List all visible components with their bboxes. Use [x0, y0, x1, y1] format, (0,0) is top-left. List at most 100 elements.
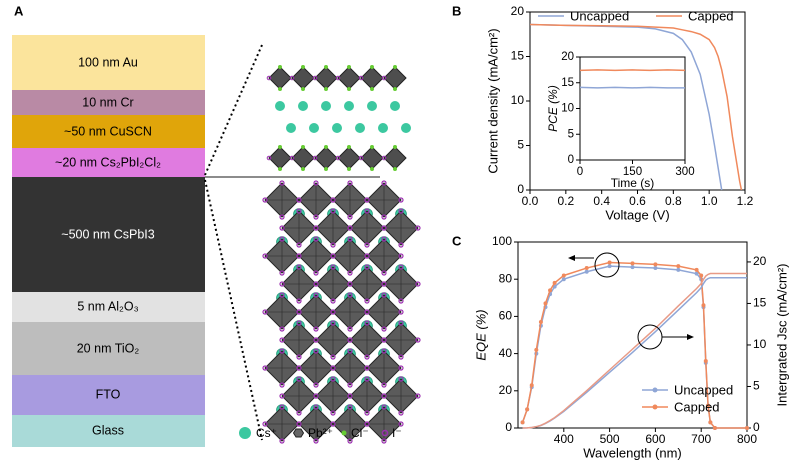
- anion: [266, 75, 272, 81]
- series-line: [529, 23, 743, 191]
- y-tick-label: 15: [561, 77, 574, 89]
- anion: [398, 309, 404, 315]
- x-tick-label: 0.0: [522, 194, 539, 208]
- anion: [313, 337, 319, 343]
- anion: [381, 438, 387, 444]
- anion: [364, 197, 370, 203]
- octahedron: [337, 66, 361, 90]
- data-point: [561, 277, 566, 282]
- anion: [364, 253, 370, 259]
- anion: [324, 87, 328, 91]
- anion: [278, 167, 282, 171]
- data-point: [561, 273, 566, 278]
- data-point: [676, 267, 681, 272]
- anion: [313, 270, 319, 276]
- anion: [364, 365, 370, 371]
- data-point: [548, 288, 553, 293]
- legend-label: Cl⁻: [351, 426, 369, 440]
- data-point: [745, 426, 749, 430]
- anion: [381, 225, 387, 231]
- anion: [313, 225, 319, 231]
- anion: [381, 155, 387, 161]
- anion: [313, 180, 319, 186]
- anion: [347, 225, 353, 231]
- anion: [335, 155, 341, 161]
- legend-label: Pb²⁺: [308, 426, 333, 440]
- y2-axis-label: Intergrated Jsc (mA/cm²): [774, 263, 789, 406]
- anion: [347, 337, 353, 343]
- anion: [398, 320, 404, 326]
- layer-label: 10 nm Cr: [82, 95, 133, 109]
- data-point: [712, 426, 717, 430]
- anion: [324, 65, 328, 69]
- anion: [330, 354, 336, 360]
- x-tick-label: 0.4: [593, 194, 610, 208]
- anion: [364, 376, 370, 382]
- octahedron: [291, 66, 315, 90]
- anion: [398, 197, 404, 203]
- data-point: [525, 407, 530, 412]
- anion: [415, 393, 421, 399]
- legend-symbol: [239, 427, 251, 439]
- y-tick-label: 10: [561, 103, 574, 115]
- layer-label: ~500 nm CsPbI3: [61, 227, 155, 241]
- y-tick-label: 15: [511, 49, 525, 63]
- anion: [296, 298, 302, 304]
- anion: [398, 208, 404, 214]
- data-point: [520, 420, 525, 425]
- octahedron: [268, 146, 292, 170]
- anion: [381, 404, 387, 410]
- anion: [347, 180, 353, 186]
- y-tick-label: 60: [499, 309, 513, 323]
- anion: [370, 167, 374, 171]
- x-tick-label: 500: [600, 432, 620, 446]
- anion: [398, 365, 404, 371]
- anion: [330, 298, 336, 304]
- series-line: [579, 69, 686, 72]
- anion: [279, 180, 285, 186]
- anion: [398, 242, 404, 248]
- anion: [398, 421, 404, 427]
- anion: [398, 376, 404, 382]
- x-axis-label: Voltage (V): [605, 207, 669, 222]
- octahedron: [314, 66, 338, 90]
- legend-label: Cs⁺: [256, 426, 277, 440]
- anion: [364, 242, 370, 248]
- legend-label: Capped: [688, 8, 734, 23]
- anion: [330, 264, 336, 270]
- anion: [364, 264, 370, 270]
- cation: [321, 101, 331, 111]
- anion: [364, 410, 370, 416]
- data-point: [529, 383, 534, 388]
- plot-frame: [517, 241, 748, 429]
- anion: [347, 214, 353, 220]
- anion: [313, 281, 319, 287]
- anion: [415, 281, 421, 287]
- data-point: [584, 266, 589, 271]
- callout-circle: [594, 252, 620, 278]
- octahedron: [360, 146, 384, 170]
- anion: [296, 320, 302, 326]
- anion: [347, 270, 353, 276]
- anion: [262, 253, 268, 259]
- legend-label: Uncapped: [570, 8, 629, 23]
- series-line: [579, 86, 685, 89]
- anion: [296, 242, 302, 248]
- cation: [367, 101, 377, 111]
- panel-label: B: [452, 3, 461, 18]
- cation: [286, 123, 296, 133]
- anion: [279, 326, 285, 332]
- anion: [347, 281, 353, 287]
- layer-label: Glass: [92, 423, 124, 437]
- anion: [279, 382, 285, 388]
- anion: [289, 155, 295, 161]
- legend-label: Capped: [674, 399, 720, 414]
- data-point: [534, 347, 539, 352]
- y-tick-label: 10: [511, 93, 525, 107]
- anion: [296, 309, 302, 315]
- anion: [296, 376, 302, 382]
- anion: [393, 87, 397, 91]
- anion: [289, 75, 295, 81]
- chart: 0 150 300 0 5 10 15 20 Time (s) PCE (%): [546, 51, 694, 190]
- anion: [347, 382, 353, 388]
